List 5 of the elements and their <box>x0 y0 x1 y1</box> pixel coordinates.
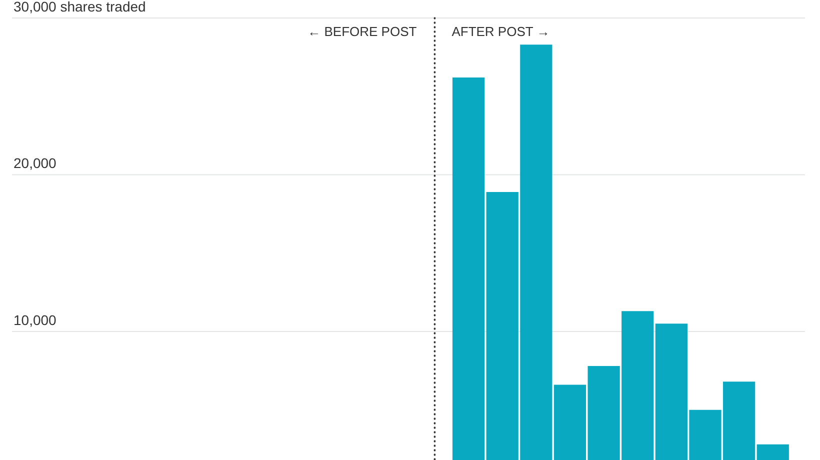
y-tick-label: 10,000 <box>14 312 57 328</box>
annotation: ← BEFORE POST <box>308 24 417 39</box>
y-tick-label: 30,000 shares traded <box>14 0 146 14</box>
y-tick-label: 20,000 <box>14 155 57 172</box>
annotation: AFTER POST → <box>452 24 550 39</box>
